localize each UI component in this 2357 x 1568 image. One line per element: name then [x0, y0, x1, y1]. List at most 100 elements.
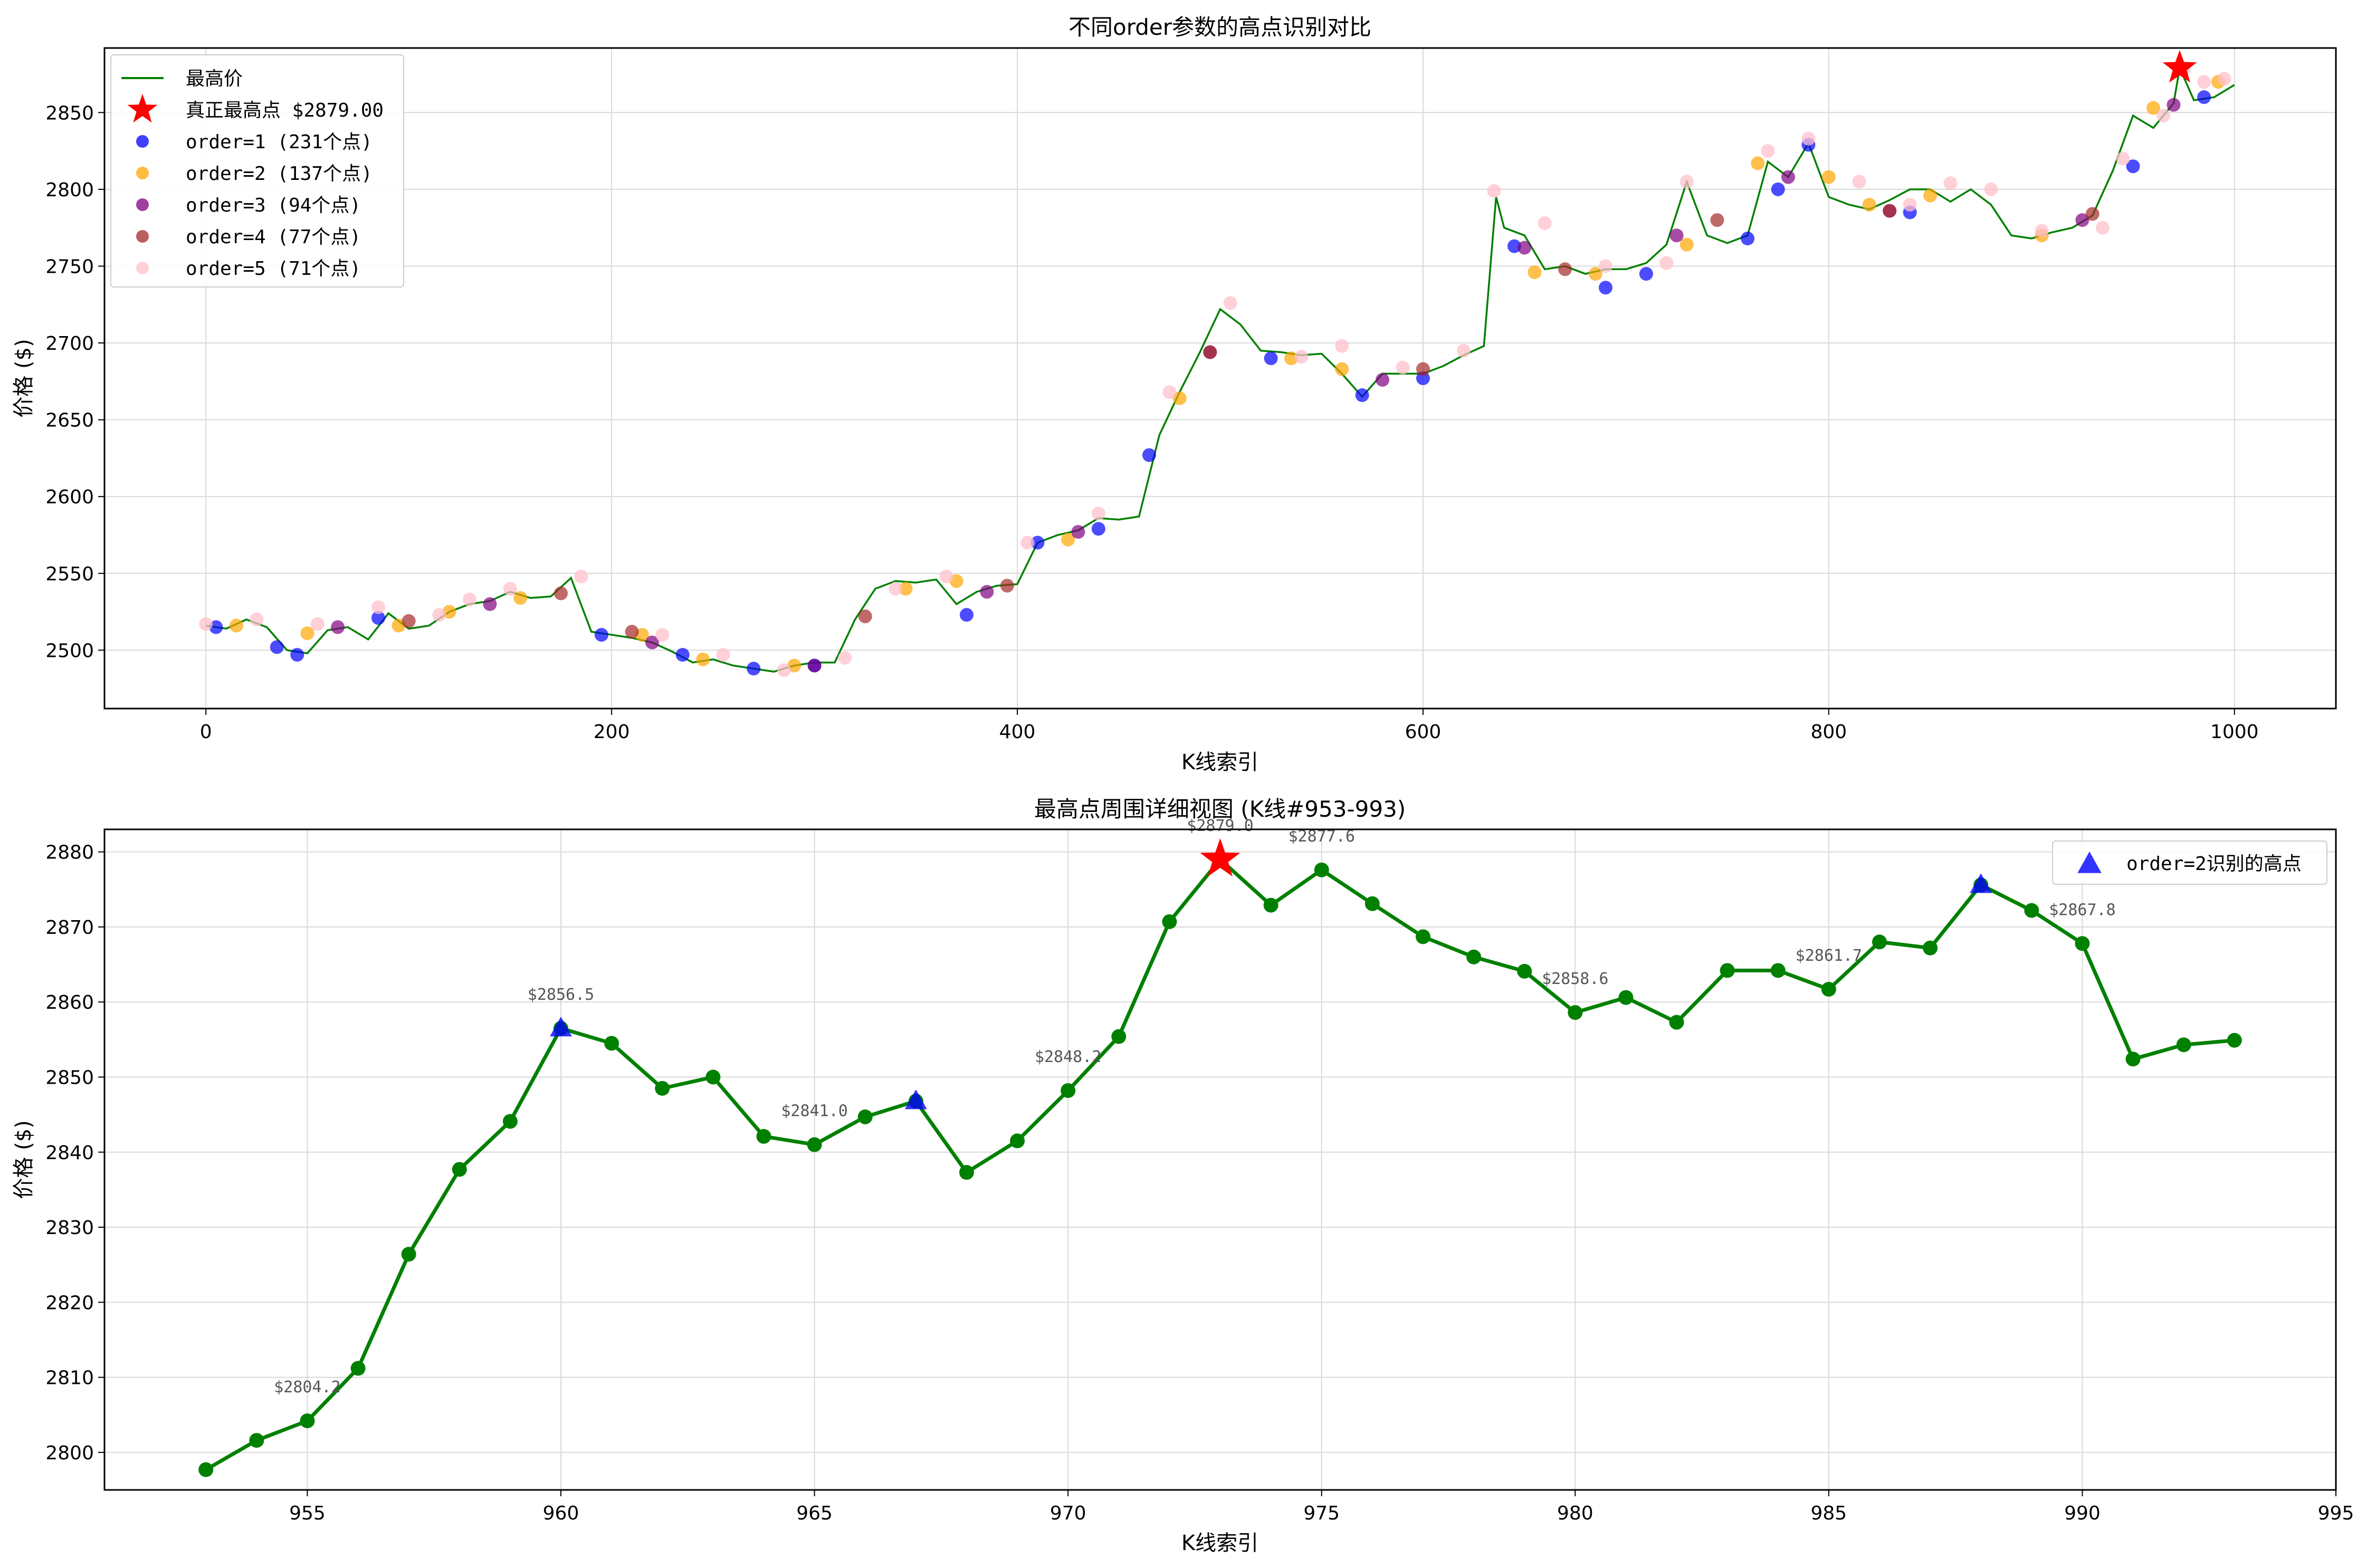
order-3-point — [1669, 228, 1684, 243]
order-2-point — [899, 581, 913, 596]
y-tick-label: 2600 — [45, 486, 94, 508]
order-2-point — [1751, 156, 1765, 170]
legend-label: 真正最高点 $2879.00 — [186, 100, 384, 121]
grid — [104, 48, 2336, 709]
order-4-points — [402, 204, 2100, 639]
order-5-point — [1680, 175, 1694, 189]
value-annotation: $2856.5 — [528, 986, 594, 1004]
order-2-point — [1172, 391, 1187, 405]
order-5-point — [2197, 75, 2211, 89]
order-5-point — [2095, 221, 2110, 235]
chart-bottom-detail-view: 最高点周围详细视图 (K线#953-993) $2804.2$2856.5$28… — [12, 796, 2354, 1555]
x-tick-label: 600 — [1405, 721, 1442, 743]
order-3-point — [331, 620, 345, 634]
order-5-point — [1801, 131, 1816, 146]
order-5-point — [432, 608, 446, 622]
value-annotation: $2877.6 — [1289, 827, 1355, 846]
legend-box — [110, 54, 404, 288]
order-1-point — [1741, 232, 1755, 246]
y-tick-label: 2840 — [45, 1142, 94, 1164]
price-marker — [1770, 963, 1786, 978]
x-tick-label: 985 — [1811, 1503, 1847, 1524]
price-marker — [655, 1081, 670, 1096]
order-5-point — [1943, 176, 1958, 190]
price-marker — [2176, 1037, 2191, 1053]
order-5-point — [716, 648, 730, 662]
order-1-point — [2197, 90, 2211, 104]
order-5-point — [250, 613, 264, 627]
high-price-line — [205, 64, 2235, 673]
x-tick-label: 970 — [1050, 1503, 1086, 1524]
order-5-point — [2035, 224, 2049, 238]
order-5-point — [1487, 184, 1501, 198]
x-tick-label: 400 — [999, 721, 1036, 743]
price-marker — [401, 1247, 416, 1262]
y-tick-label: 2870 — [45, 917, 94, 939]
legend-box — [2052, 840, 2327, 885]
order-5-point — [777, 663, 791, 677]
order-1-point — [1639, 267, 1653, 281]
legend-dot-swatch — [136, 262, 149, 274]
order-2-highs — [550, 873, 1992, 1110]
order-5-point — [1223, 296, 1237, 310]
y-tick-label: 2700 — [45, 333, 94, 355]
order-5-point — [939, 569, 953, 584]
y-tick-label: 2880 — [45, 842, 94, 864]
order-2-point — [1061, 532, 1075, 547]
value-annotation: $2841.0 — [781, 1102, 847, 1121]
price-marker — [807, 1137, 822, 1152]
x-tick-label: 980 — [1557, 1503, 1593, 1524]
order-5-point — [655, 628, 670, 642]
order-5-point — [2116, 151, 2130, 166]
value-annotation: $2848.2 — [1035, 1048, 1101, 1066]
legend-dot-swatch — [136, 198, 149, 211]
y-tick-label: 2650 — [45, 410, 94, 432]
order-2-point — [300, 626, 314, 640]
price-marker — [1111, 1029, 1127, 1044]
price-marker — [1669, 1015, 1684, 1030]
order-1-point — [1091, 522, 1105, 536]
x-tick-label: 0 — [200, 721, 212, 743]
price-marker — [959, 1165, 974, 1180]
order-5-point — [2217, 72, 2231, 86]
order-5-point — [371, 600, 386, 614]
chart-top-high-point-comparison: 不同order参数的高点识别对比 0 200 400 600 800 1000 2500 25… — [12, 14, 2337, 775]
order-3-point — [807, 658, 822, 673]
y-axis-label: 价格 ($) — [12, 1120, 36, 1199]
price-marker — [350, 1361, 366, 1376]
chart-title: 最高点周围详细视图 (K线#953-993) — [1034, 796, 1406, 822]
value-annotation: $2879.0 — [1187, 817, 1253, 835]
order-5-point — [310, 617, 325, 631]
order-5-point — [1659, 256, 1674, 270]
order-4-point — [858, 609, 872, 624]
order-5-point — [1761, 144, 1775, 158]
price-marker — [300, 1413, 315, 1429]
order-5-point — [1162, 385, 1177, 399]
order-1-point — [1598, 281, 1612, 295]
order-4-point — [1710, 213, 1724, 227]
order-2-point — [1862, 197, 1876, 212]
price-marker — [1415, 929, 1430, 944]
order-4-point — [1203, 345, 1217, 359]
order-1-point — [1771, 182, 1785, 196]
y-tick-label: 2550 — [45, 563, 94, 585]
order-4-point — [1000, 579, 1014, 593]
y-tick-label: 2810 — [45, 1368, 94, 1389]
y-tick-label: 2830 — [45, 1217, 94, 1239]
y-tick-label: 2800 — [45, 1442, 94, 1464]
legend: order=2识别的高点 — [2052, 840, 2327, 885]
grid — [104, 829, 2336, 1490]
order-5-point — [1852, 175, 1866, 189]
price-marker — [1466, 949, 1482, 964]
order-5-point — [1396, 360, 1410, 375]
order-1-point — [371, 611, 386, 625]
price-marker — [1568, 1005, 1583, 1020]
order-2-point — [229, 618, 243, 633]
order-2-points — [229, 75, 2226, 673]
order-3-point — [483, 597, 497, 611]
price-marker — [1821, 982, 1836, 997]
order-5-point — [1335, 339, 1349, 353]
order-2-point — [1588, 267, 1602, 281]
axis-ticks: 955 960 965 970 975 980 985 990 995 2800 2810 2820 2… — [45, 842, 2354, 1524]
